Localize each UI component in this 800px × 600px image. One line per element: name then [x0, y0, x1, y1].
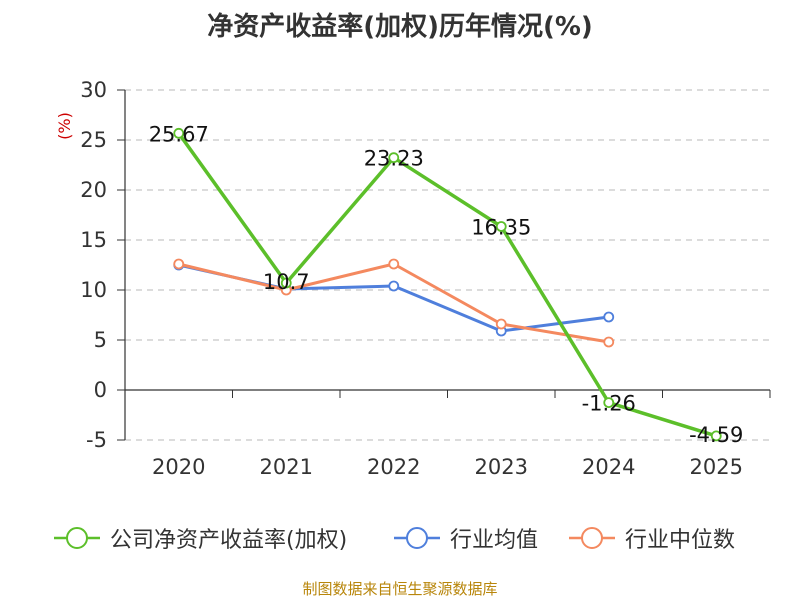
legend-item: 行业中位数	[567, 518, 735, 558]
y-axis-label: (%)	[55, 112, 74, 140]
legend-item: 公司净资产收益率(加权)	[52, 518, 347, 558]
data-label: 25.67	[149, 122, 209, 146]
legend-marker-icon	[569, 527, 615, 549]
series-line-0	[177, 132, 717, 438]
legend-marker-icon	[394, 527, 440, 549]
legend: 公司净资产收益率(加权) 行业均值 行业中位数	[0, 518, 800, 558]
data-point-0	[495, 221, 507, 232]
series-line-2	[178, 262, 609, 344]
y-tick-label: 20	[80, 178, 107, 202]
data-point-0	[710, 430, 722, 442]
y-tick-label: 0	[94, 378, 107, 402]
data-label: -4.59	[689, 423, 743, 447]
data-point-1	[388, 280, 400, 292]
data-point-2	[495, 318, 507, 330]
data-point-1	[603, 311, 615, 323]
x-tick-label: 2020	[152, 455, 205, 479]
y-tick-label: 10	[80, 278, 107, 302]
y-tick-label: 5	[94, 328, 107, 352]
data-point-2	[388, 258, 400, 270]
legend-label: 行业中位数	[625, 528, 736, 553]
x-tick-label: 2022	[367, 455, 420, 479]
data-point-0	[173, 127, 185, 139]
x-tick-label: 2021	[260, 455, 313, 479]
data-point-0	[280, 277, 292, 289]
legend-label: 公司净资产收益率(加权)	[110, 528, 348, 553]
x-tick-label: 2023	[475, 455, 528, 479]
x-tick-label: 2024	[582, 455, 635, 479]
y-tick-label: 25	[80, 128, 107, 152]
source-note: 制图数据来自恒生聚源数据库	[302, 580, 498, 598]
y-tick-label: -5	[86, 428, 107, 452]
legend-marker-icon	[54, 527, 100, 549]
x-tick-label: 2025	[690, 455, 743, 479]
y-tick-label: 15	[80, 228, 107, 252]
legend-item: 行业均值	[392, 518, 538, 558]
data-label: 23.23	[364, 147, 424, 171]
data-label: 10.7	[263, 270, 310, 294]
data-label: 16.35	[471, 216, 531, 240]
data-point-2	[603, 336, 615, 348]
chart-title: 净资产收益率(加权)历年情况(%)	[207, 12, 593, 42]
data-label: -1.26	[582, 392, 636, 416]
data-point-0	[603, 397, 615, 409]
legend-label: 行业均值	[450, 528, 539, 553]
y-tick-label: 30	[80, 78, 107, 102]
data-point-2	[173, 258, 185, 270]
data-point-0	[388, 152, 400, 164]
